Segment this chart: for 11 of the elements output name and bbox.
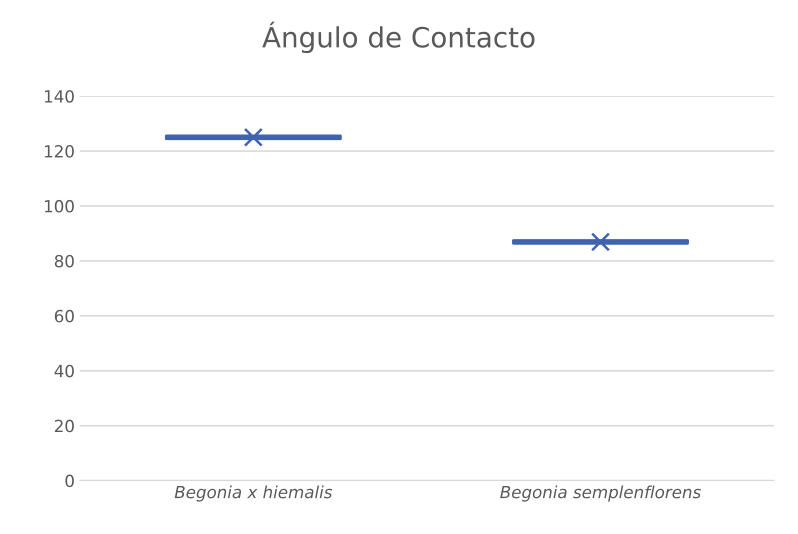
y-tick-label: 80 [54, 254, 74, 268]
y-tick-label: 100 [44, 200, 74, 213]
y-tick-label: 60 [54, 310, 74, 322]
x-tick-label: Begonia x hiemalis [174, 485, 332, 502]
y-tick-label: 140 [44, 90, 74, 103]
y-tick-label: 0 [65, 474, 74, 488]
chart-title: Ángulo de Contacto [262, 22, 534, 54]
y-tick-label: 120 [44, 145, 74, 158]
x-tick-label: Begonia semplenflorens [500, 485, 701, 502]
y-tick-label: 20 [54, 420, 74, 432]
y-tick-label: 40 [54, 364, 74, 378]
